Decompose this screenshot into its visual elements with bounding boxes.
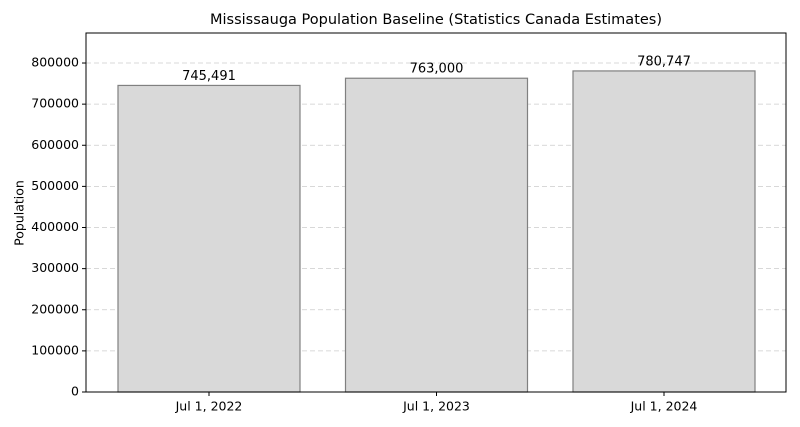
plot-frame [85,32,787,393]
value-label: 780,747 [637,54,691,69]
y-tick-label: 600000 [31,137,79,152]
x-tick-label: Jul 1, 2024 [630,399,698,414]
y-axis-label: Population [12,180,27,246]
y-tick-label: 0 [71,384,79,399]
y-tick-label: 100000 [31,342,79,357]
x-tick-label: Jul 1, 2023 [402,399,470,414]
y-tick-label: 700000 [31,96,79,111]
y-tick-label: 300000 [31,260,79,275]
bar [344,77,529,393]
y-tick-label: 400000 [31,219,79,234]
y-tick-label: 800000 [31,55,79,70]
y-tick-label: 200000 [31,301,79,316]
x-tick-label: Jul 1, 2022 [175,399,243,414]
bar [572,70,756,393]
value-label: 763,000 [410,62,464,77]
y-tick-label: 500000 [31,178,79,193]
value-label: 745,491 [182,69,236,84]
bar [117,84,301,393]
chart-title: Mississauga Population Baseline (Statist… [210,12,662,28]
